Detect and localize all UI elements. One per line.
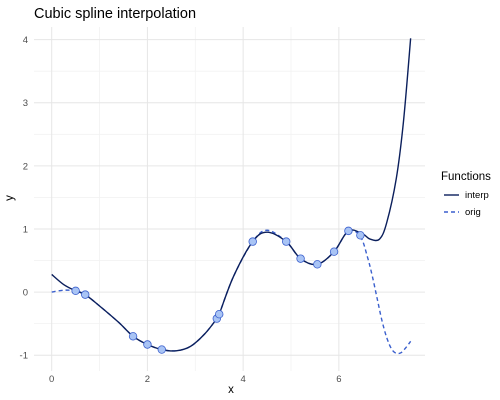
x-axis-title: x xyxy=(228,384,234,396)
points-layer xyxy=(71,226,365,354)
series-line-interp xyxy=(51,38,412,352)
y-tick-label: 3 xyxy=(23,98,28,109)
data-point xyxy=(344,226,353,236)
grid-minor xyxy=(34,27,425,371)
legend-label-orig: orig xyxy=(465,207,481,218)
data-point xyxy=(215,309,224,319)
data-point xyxy=(313,260,322,269)
grid-major xyxy=(34,27,425,371)
data-point xyxy=(282,237,291,246)
tick-labels: 0 2 4 6 -1 0 1 2 3 4 xyxy=(20,35,342,385)
data-point xyxy=(248,237,257,246)
plot-panel xyxy=(34,27,425,371)
data-point xyxy=(157,345,166,354)
y-axis-title: y xyxy=(4,195,16,201)
x-tick-label: 2 xyxy=(145,374,150,385)
legend: Functions interp orig xyxy=(441,171,491,218)
y-tick-label: -1 xyxy=(20,351,28,362)
data-point xyxy=(329,247,339,256)
legend-title: Functions xyxy=(441,171,491,183)
x-tick-label: 6 xyxy=(336,374,341,385)
data-point xyxy=(71,286,80,296)
data-point xyxy=(143,340,152,349)
data-point xyxy=(356,231,365,240)
data-point xyxy=(81,290,90,299)
x-tick-label: 0 xyxy=(49,374,54,385)
y-tick-label: 2 xyxy=(23,161,28,172)
x-tick-label: 4 xyxy=(240,374,245,385)
legend-label-interp: interp xyxy=(465,190,489,201)
y-tick-label: 0 xyxy=(23,288,28,299)
series-layer xyxy=(51,38,412,355)
data-point xyxy=(296,254,305,263)
data-point xyxy=(128,332,138,341)
y-tick-label: 1 xyxy=(23,224,28,235)
y-tick-label: 4 xyxy=(23,35,28,46)
chart-title: Cubic spline interpolation xyxy=(34,6,196,22)
